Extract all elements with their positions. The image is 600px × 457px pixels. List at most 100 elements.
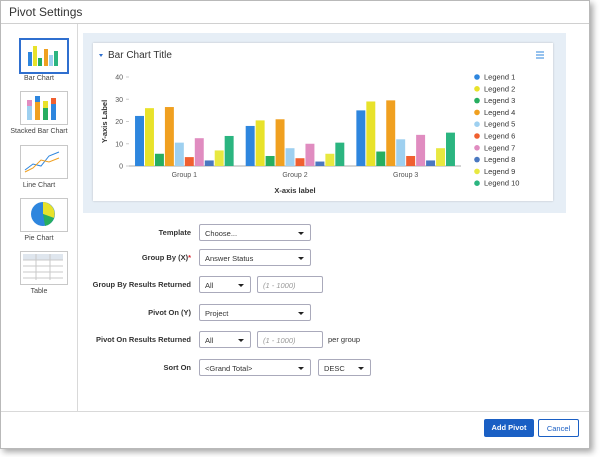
dropdown[interactable]: DESC [318, 359, 371, 376]
bar [164, 107, 174, 166]
dropdown-caret [238, 339, 244, 342]
icon-art [27, 96, 56, 120]
icon-art [31, 202, 55, 226]
field-suffix: per group [328, 335, 361, 344]
y-tick-label: 0 [119, 164, 123, 171]
bar [446, 132, 455, 166]
dropdown-caret [298, 232, 304, 235]
bar-chart-icon[interactable] [19, 38, 69, 74]
dropdown-value: Project [205, 309, 229, 318]
bar [285, 148, 295, 166]
label-text: Group By Results Returned [92, 280, 191, 289]
bar [204, 160, 214, 166]
bar [396, 139, 406, 166]
bar [194, 138, 204, 166]
dropdown-caret [358, 367, 364, 370]
pie-chart-icon[interactable] [20, 198, 68, 232]
legend-swatch [474, 121, 480, 127]
dropdown-caret [298, 257, 304, 260]
icon-art [28, 46, 58, 66]
dropdown-value: <Grand Total> [205, 364, 253, 373]
stacked-bar-icon[interactable] [20, 91, 68, 125]
sidebar-label[interactable]: Stacked Bar Chart [10, 128, 68, 135]
collapse-caret[interactable] [99, 54, 103, 57]
legend-label: Legend 1 [484, 73, 515, 82]
legend-label: Legend 3 [484, 96, 515, 105]
bar [335, 142, 345, 166]
bar [436, 148, 446, 166]
menu-icon[interactable] [536, 51, 544, 59]
text-input[interactable]: (1 - 1000) [257, 276, 323, 293]
label-text: Pivot On (Y) [148, 308, 191, 317]
required-mark: * [188, 253, 191, 262]
bar [174, 142, 184, 166]
y-tick-label: 20 [115, 119, 123, 126]
bar [356, 110, 366, 166]
label-text: Template [158, 228, 191, 237]
legend-swatch [474, 74, 480, 80]
footer-divider [1, 411, 589, 412]
legend-label: Legend 6 [484, 132, 515, 141]
table-icon[interactable] [20, 251, 68, 285]
bar [154, 153, 164, 166]
text-input[interactable]: (1 - 1000) [257, 331, 323, 348]
bar [325, 153, 335, 166]
y-tick-label: 40 [115, 75, 123, 82]
field-label: Pivot On Results Returned [1, 335, 191, 344]
bar [275, 119, 285, 166]
sidebar-label[interactable]: Bar Chart [24, 75, 54, 82]
dialog-title: Pivot Settings [9, 5, 83, 19]
icon-art [24, 151, 60, 173]
dropdown[interactable]: All [199, 276, 251, 293]
sidebar-label[interactable]: Line Chart [22, 182, 56, 189]
bar [305, 143, 315, 166]
y-tick-label: 10 [115, 141, 123, 148]
legend-label: Legend 8 [484, 155, 515, 164]
legend-swatch [474, 133, 480, 139]
y-axis-label: Y-axis Label [100, 100, 109, 143]
x-tick-label: Group 1 [172, 172, 197, 179]
add-pivot-button[interactable]: Add Pivot [484, 419, 534, 437]
bar [214, 150, 224, 166]
dropdown[interactable]: Choose... [199, 224, 311, 241]
bar [265, 155, 275, 166]
x-tick-label: Group 3 [393, 172, 418, 179]
dropdown[interactable]: Project [199, 304, 311, 321]
title-bar: Pivot Settings [1, 1, 589, 24]
x-axis-label: X-axis label [274, 186, 315, 195]
x-tick-label: Group 2 [282, 172, 307, 179]
legend-label: Legend 9 [484, 167, 515, 176]
bar [245, 125, 255, 166]
dropdown-caret [238, 284, 244, 287]
icon-art [23, 254, 63, 280]
bar [224, 135, 234, 166]
legend-label: Legend 5 [484, 120, 515, 129]
chart-preview: Bar Chart Title 0 10 20 30 40 Y-axis Label X-a… [83, 33, 566, 213]
legend-swatch [474, 97, 480, 104]
dropdown-caret [298, 367, 304, 370]
field-label: Group By (X)* [1, 253, 191, 262]
cancel-button[interactable]: Cancel [538, 419, 579, 437]
sidebar-label[interactable]: Pie Chart [24, 235, 54, 242]
chart-card: Bar Chart Title 0 10 20 30 40 Y-axis Label X-a… [93, 43, 553, 201]
line-chart-icon[interactable] [20, 145, 68, 179]
legend-swatch [474, 180, 480, 186]
bar [366, 101, 376, 166]
bar [416, 134, 426, 166]
chart-title: Bar Chart Title [108, 50, 172, 61]
dropdown-value: Answer Status [205, 254, 254, 263]
dropdown[interactable]: Answer Status [199, 249, 311, 266]
dropdown-value: Choose... [205, 229, 238, 238]
bar [386, 100, 396, 166]
chart-type-sidebar: Bar Chart Stacked Bar Chart Line Chart [1, 24, 78, 411]
dialog: Pivot Settings Bar Chart Stacked Bar Cha… [0, 0, 590, 449]
dropdown[interactable]: All [199, 331, 251, 348]
legend-label: Legend 4 [484, 108, 515, 117]
sidebar-label[interactable]: Table [30, 288, 48, 295]
bar [426, 160, 436, 166]
dropdown[interactable]: <Grand Total> [199, 359, 311, 376]
label-text: Pivot On Results Returned [95, 335, 191, 344]
dropdown-caret [298, 312, 304, 315]
legend-label: Legend 7 [484, 143, 515, 152]
